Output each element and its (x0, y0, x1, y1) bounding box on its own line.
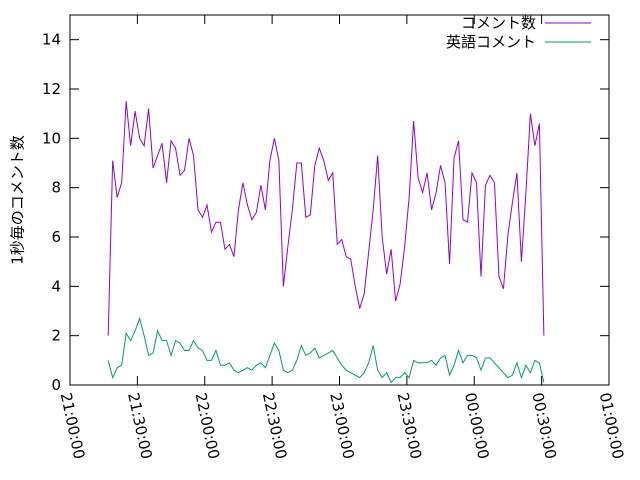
y-axis-label: 1秒毎のコメント数 (9, 135, 27, 265)
y-tick-label: 0 (51, 376, 61, 394)
series-line (107, 101, 545, 336)
y-tick-label: 14 (42, 31, 61, 49)
y-tick-label: 12 (42, 80, 61, 98)
x-tick-label: 01:00:00 (596, 391, 628, 461)
x-tick-label: 22:00:00 (191, 391, 223, 461)
x-tick-label: 00:00:00 (461, 391, 493, 461)
x-tick-label: 00:30:00 (528, 391, 560, 461)
y-tick-label: 4 (51, 277, 61, 295)
x-tick-label: 23:30:00 (394, 391, 426, 461)
legend-label: コメント数 (461, 14, 536, 32)
x-tick-label: 21:00:00 (57, 391, 89, 461)
y-tick-label: 10 (42, 129, 61, 147)
y-tick-label: 8 (51, 179, 61, 197)
x-tick-label: 21:30:00 (124, 391, 156, 461)
plot-border (69, 14, 610, 386)
y-tick-label: 2 (51, 327, 61, 345)
y-tick-label: 6 (51, 228, 61, 246)
series-line (107, 316, 545, 384)
legend-label: 英語コメント (446, 33, 536, 51)
x-tick-label: 22:30:00 (259, 391, 291, 461)
x-tick-label: 23:00:00 (326, 391, 358, 461)
